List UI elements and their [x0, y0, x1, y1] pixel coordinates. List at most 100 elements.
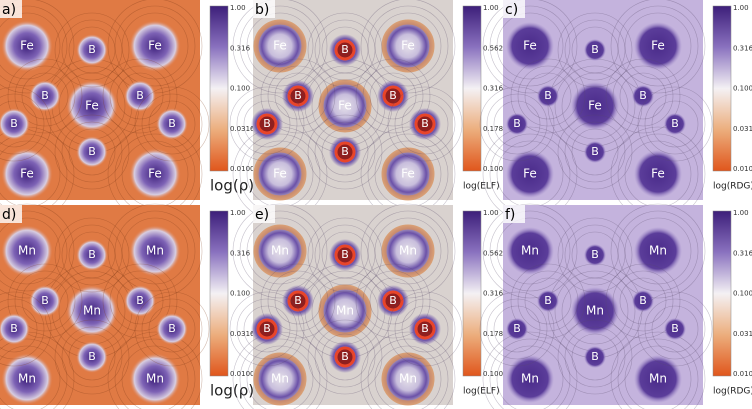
atom-label: Mn — [399, 244, 417, 258]
contour-line — [116, 72, 164, 120]
colorbar-tick-label: 1.00 — [230, 209, 246, 217]
contour-line — [134, 291, 210, 367]
contour-line — [619, 72, 667, 120]
elf-shell — [382, 290, 404, 312]
panel-label-bg — [503, 205, 525, 223]
atom-density — [506, 318, 528, 340]
atom-label: Mn — [18, 244, 36, 258]
colorbar-tick-label: 1.00 — [230, 4, 246, 12]
atom-label: Fe — [651, 39, 665, 53]
atom-density — [254, 353, 306, 405]
panel-label-bg — [0, 0, 22, 18]
contour-line — [510, 58, 586, 134]
colorbar-title: log(ρ) — [210, 177, 254, 195]
contour-line — [314, 19, 376, 81]
atom-density — [382, 225, 434, 277]
atom-density — [254, 148, 306, 200]
atom-label: B — [168, 117, 176, 130]
contour-line — [7, 263, 83, 339]
contour-line — [68, 26, 116, 74]
colorbar-tick-label: 0.316 — [230, 44, 251, 52]
colorbar-title: log(ELF) — [463, 182, 500, 192]
elf-shell — [334, 244, 356, 266]
panel-label: a) — [2, 2, 16, 18]
colorbar-tick-label: 0.0316 — [733, 125, 752, 133]
contour-line — [479, 291, 555, 367]
atom-label: B — [591, 43, 599, 56]
colorbar-tick-label: 0.178 — [483, 330, 503, 338]
atom-label: Mn — [271, 244, 289, 258]
elf-shell — [334, 141, 356, 163]
contour-line — [612, 65, 674, 127]
contour-line — [314, 326, 376, 388]
contour-line — [246, 12, 314, 80]
atom-density — [1, 353, 53, 405]
contour-line — [479, 86, 555, 162]
contour-line — [387, 86, 463, 162]
colorbar-tick-label: 0.316 — [483, 85, 504, 93]
contour-line — [517, 65, 579, 127]
atom-density — [506, 150, 554, 198]
contour-line — [374, 345, 442, 409]
atom-density — [124, 285, 156, 317]
contour-line — [314, 121, 376, 183]
atom-label: B — [639, 294, 647, 307]
contour-line — [637, 291, 713, 367]
panel-label: e) — [255, 207, 269, 223]
contour-line — [0, 93, 45, 155]
contour-line — [367, 210, 449, 292]
contour-line — [239, 338, 321, 409]
colorbar-tick-label: 0.100 — [230, 290, 250, 298]
contour-line — [321, 128, 369, 176]
contour-line — [367, 338, 449, 409]
atom-label: Mn — [399, 372, 417, 386]
contour-line — [561, 277, 629, 345]
atom-label: B — [671, 117, 679, 130]
atom-density — [156, 108, 188, 140]
atom-density — [634, 227, 682, 275]
contour-line — [121, 217, 189, 285]
contour-line — [482, 331, 578, 409]
contour-line — [369, 277, 417, 325]
contour-line — [61, 224, 123, 286]
contour-line — [362, 270, 424, 332]
colorbar-tick-label: 0.0100 — [230, 370, 255, 378]
elf-shell — [381, 147, 435, 201]
colorbar — [712, 5, 732, 172]
atom-density — [584, 39, 606, 61]
contour-line — [489, 338, 571, 409]
contour-line — [229, 291, 305, 367]
contour-line — [0, 338, 68, 409]
atom-density — [1, 225, 53, 277]
contour-line — [360, 331, 456, 409]
contour-line — [524, 277, 572, 325]
contour-line — [68, 128, 116, 176]
contour-line — [651, 100, 699, 148]
contour-line — [571, 231, 619, 279]
atom-label: Mn — [649, 372, 667, 386]
panel: Fe Fe Fe Fe Fe B B B B B Bb) 1.00 0.562 0.316 0.178 0.1… — [229, 0, 504, 222]
contour-line — [355, 58, 431, 134]
atom-label: B — [591, 248, 599, 261]
atom-density — [634, 22, 682, 70]
contour-line — [54, 217, 130, 293]
contour-line — [109, 65, 171, 127]
contour-line — [321, 333, 369, 381]
contour-line — [307, 12, 383, 88]
elf-shell — [256, 318, 278, 340]
contour-line — [267, 270, 329, 332]
elf-shell — [381, 19, 435, 73]
atom-label: B — [136, 294, 144, 307]
atom-density — [506, 227, 554, 275]
contour-line — [619, 277, 667, 325]
contour-line — [489, 5, 571, 87]
atom-label: Fe — [20, 167, 34, 181]
colorbar-title: log(ρ) — [210, 382, 254, 400]
atom-label: Mn — [18, 372, 36, 386]
panel-label: c) — [505, 2, 518, 18]
atom-density — [129, 225, 181, 277]
contour-line — [232, 203, 328, 299]
atom-label: B — [168, 322, 176, 335]
panel: Fe Fe Fe Fe Fe B B B B B Ba) 1.00 0.316 0.100 0.0316 0.… — [0, 0, 255, 222]
